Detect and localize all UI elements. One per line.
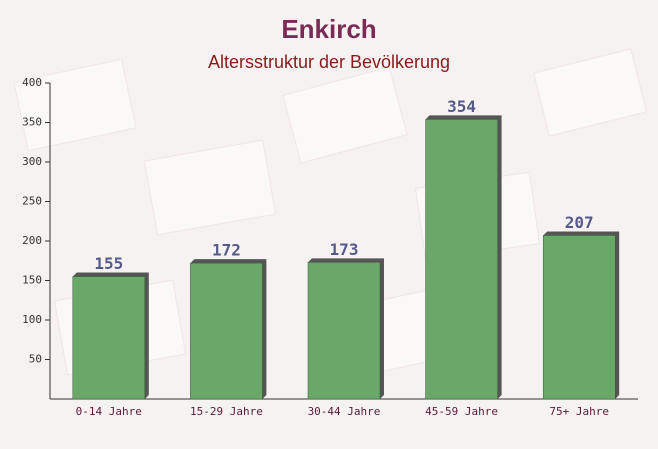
x-tick-label: 0-14 Jahre <box>76 405 142 418</box>
x-tick-label: 30-44 Jahre <box>308 405 381 418</box>
chart-title: Enkirch <box>281 14 376 44</box>
y-tick-label: 400 <box>22 76 42 89</box>
value-label: 155 <box>94 254 123 273</box>
y-tick-label: 150 <box>22 274 42 287</box>
bar <box>72 276 146 400</box>
chart-subtitle: Altersstruktur der Bevölkerung <box>208 52 450 72</box>
y-tick-label: 300 <box>22 155 42 168</box>
value-label: 172 <box>212 241 241 260</box>
x-tick-label: 45-59 Jahre <box>425 405 498 418</box>
x-tick-label: 15-29 Jahre <box>190 405 263 418</box>
value-label: 173 <box>330 240 359 259</box>
value-label: 207 <box>565 213 594 232</box>
bar <box>307 262 381 400</box>
y-tick-label: 350 <box>22 116 42 129</box>
x-tick-label: 75+ Jahre <box>549 405 609 418</box>
y-tick-label: 200 <box>22 234 42 247</box>
bar <box>190 262 263 400</box>
bar <box>542 235 616 400</box>
y-tick-label: 100 <box>22 313 42 326</box>
y-tick-label: 250 <box>22 195 42 208</box>
bar <box>425 119 498 400</box>
value-label: 354 <box>447 97 476 116</box>
y-tick-label: 50 <box>29 353 42 366</box>
